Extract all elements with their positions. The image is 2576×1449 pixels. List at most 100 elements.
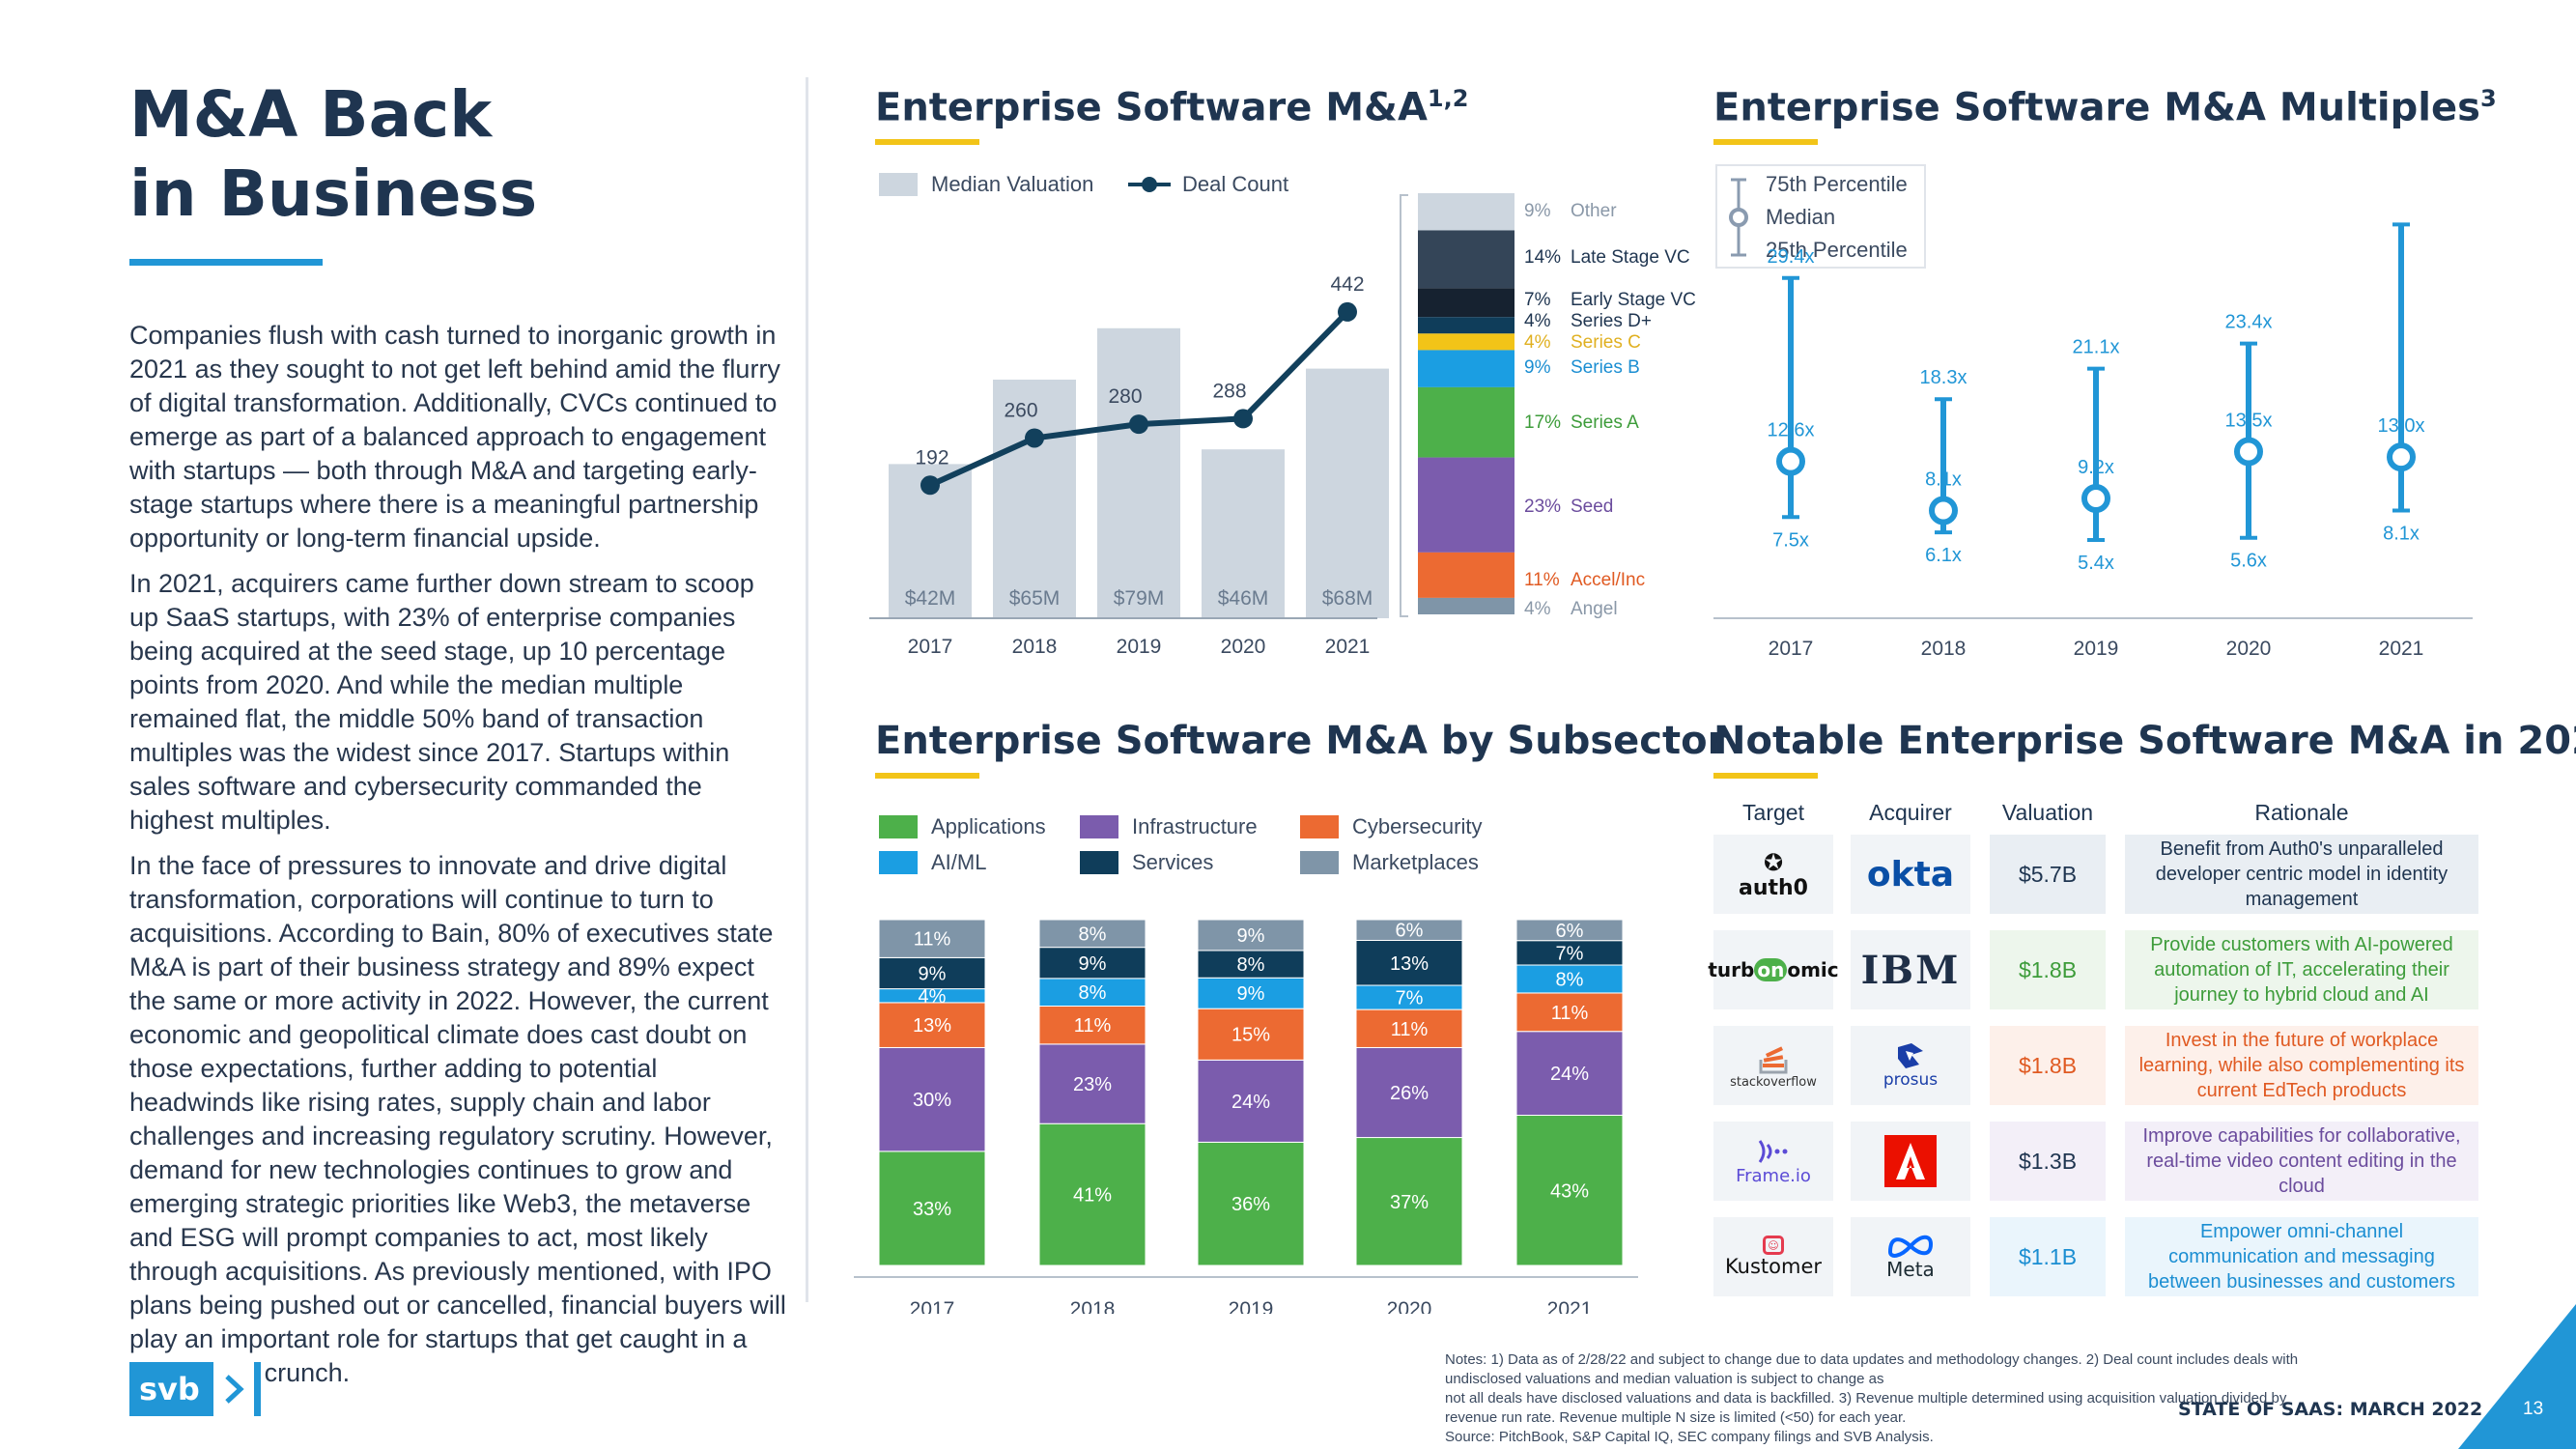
stage-name-label: Series C bbox=[1571, 332, 1641, 353]
stage-pct-label: 9% bbox=[1524, 357, 1551, 378]
footnote-line-3: Source: PitchBook, S&P Capital IQ, SEC c… bbox=[1445, 1429, 1934, 1445]
valuation-swatch bbox=[879, 173, 918, 196]
stage-pct-label: 4% bbox=[1524, 311, 1551, 331]
deal-count-point bbox=[920, 475, 940, 496]
x-tick-label: 2017 bbox=[910, 1298, 955, 1314]
acquirer-logo-prosus: prosus bbox=[1851, 1026, 1970, 1105]
x-tick-label: 2021 bbox=[2379, 638, 2424, 660]
subsector-segment bbox=[1515, 992, 1624, 1033]
percentile-range-icon bbox=[1729, 178, 1748, 257]
subsector-segment bbox=[1355, 939, 1463, 986]
subsector-segment bbox=[1038, 1122, 1146, 1266]
stage-segment bbox=[1418, 193, 1514, 231]
x-tick-label: 2018 bbox=[1012, 636, 1058, 658]
paragraph-1: Companies flush with cash turned to inor… bbox=[129, 321, 780, 553]
page-title: M&A Back in Business bbox=[129, 75, 748, 234]
median-marker bbox=[1776, 446, 1805, 476]
ma-legend-dealcount: Deal Count bbox=[1128, 172, 1288, 197]
stage-bracket bbox=[1400, 194, 1408, 617]
subsector-segment bbox=[878, 1046, 986, 1152]
ma-chart: $42M 2017 $65M 2018 $79M 2019 $46M 2020 $68M 2021… bbox=[869, 193, 1696, 658]
rationale-row-4: Improve capabilities for collaborative, … bbox=[2125, 1122, 2478, 1201]
subsector-pct-label: 9% bbox=[1237, 983, 1265, 1005]
subsector-segment bbox=[878, 919, 986, 958]
multiples-chart-title: Enterprise Software M&A Multiples3 bbox=[1713, 85, 2497, 130]
subsector-pct-label: 15% bbox=[1231, 1025, 1270, 1046]
median-label: 8.1x bbox=[1925, 469, 1962, 490]
subsector-pct-label: 13% bbox=[913, 1015, 951, 1037]
stage-pct-label: 4% bbox=[1524, 332, 1551, 353]
valuation-label: $79M bbox=[1114, 587, 1165, 610]
kustomer-icon: ☺ bbox=[1763, 1236, 1784, 1255]
subsector-segment bbox=[1355, 1009, 1463, 1048]
stage-segment bbox=[1418, 350, 1514, 387]
stage-pct-label: 9% bbox=[1524, 201, 1551, 221]
x-tick-label: 2019 bbox=[1117, 636, 1162, 658]
deal-count-label: 288 bbox=[1212, 380, 1246, 402]
subsector-pct-label: 8% bbox=[1556, 969, 1584, 990]
subsector-segment bbox=[1515, 940, 1624, 966]
legend-p75: 75th Percentile bbox=[1766, 172, 1908, 196]
target-logo-auth0: ✪ auth0 bbox=[1713, 835, 1833, 914]
acquirer-logo-ibm: IBM bbox=[1851, 930, 1970, 1009]
acquirer-logo-adobe bbox=[1851, 1122, 1970, 1201]
legend-marketplaces: Marketplaces bbox=[1300, 850, 1479, 875]
deal-count-label: 280 bbox=[1108, 385, 1142, 408]
x-tick-label: 2017 bbox=[1769, 638, 1814, 660]
x-tick-label: 2019 bbox=[1229, 1298, 1274, 1314]
p75-label: 23.4x bbox=[2225, 312, 2273, 333]
stage-name-label: Series A bbox=[1571, 412, 1639, 433]
legend-cybersecurity: Cybersecurity bbox=[1300, 814, 1482, 839]
subsector-pct-label: 7% bbox=[1396, 988, 1424, 1009]
valuation-label: $46M bbox=[1218, 587, 1269, 610]
subsector-segment bbox=[1038, 919, 1146, 949]
subsector-segment bbox=[1197, 1059, 1305, 1143]
frameio-icon bbox=[1758, 1139, 1788, 1163]
stage-pct-label: 23% bbox=[1524, 497, 1561, 517]
subsector-segment bbox=[1038, 1043, 1146, 1124]
col-header-valuation: Valuation bbox=[2001, 800, 2094, 825]
subsector-segment bbox=[1355, 984, 1463, 1010]
legend-p25: 25th Percentile bbox=[1766, 238, 1908, 262]
stage-segment bbox=[1418, 288, 1514, 318]
valuation-row-2: $1.8B bbox=[1990, 930, 2106, 1009]
subsector-segment bbox=[1038, 1006, 1146, 1045]
subsector-segment bbox=[878, 956, 986, 990]
subsector-segment bbox=[878, 1002, 986, 1048]
stage-name-label: Seed bbox=[1571, 497, 1613, 517]
deal-count-point bbox=[1025, 428, 1044, 448]
subsector-segment bbox=[1197, 950, 1305, 979]
stage-name-label: Series B bbox=[1571, 357, 1640, 378]
subsector-segment bbox=[1197, 977, 1305, 1009]
stage-segment bbox=[1418, 386, 1514, 458]
stage-segment bbox=[1418, 457, 1514, 553]
p75-label: 29.4x bbox=[1768, 246, 1815, 268]
chevron-right-icon bbox=[212, 1362, 254, 1416]
x-tick-label: 2020 bbox=[1387, 1298, 1432, 1314]
col-header-acquirer: Acquirer bbox=[1869, 800, 1952, 825]
body-text: Companies flush with cash turned to inor… bbox=[129, 319, 786, 1402]
subsector-pct-label: 30% bbox=[913, 1090, 951, 1111]
svb-logo: svb bbox=[129, 1362, 261, 1416]
median-marker bbox=[2081, 484, 2110, 514]
valuation-label: $42M bbox=[905, 587, 956, 610]
meta-icon bbox=[1888, 1235, 1934, 1258]
stage-segment bbox=[1418, 333, 1514, 351]
deal-count-label: 260 bbox=[1004, 399, 1037, 421]
subsector-segment bbox=[1515, 1031, 1624, 1117]
subsector-segment bbox=[1038, 947, 1146, 980]
x-tick-label: 2019 bbox=[2074, 638, 2119, 660]
multiples-chart: 29.4x 12.6x 7.5x 2017 18.3x 8.1x 6.1x 2018 21.1x… bbox=[1713, 213, 2473, 660]
median-label: 13.5x bbox=[2225, 410, 2273, 431]
subsector-segment bbox=[1515, 1115, 1624, 1266]
col-header-target: Target bbox=[1742, 800, 1804, 825]
subsector-segment bbox=[878, 1151, 986, 1266]
deal-count-point bbox=[1129, 414, 1148, 435]
footnotes: Notes: 1) Data as of 2/28/22 and subject… bbox=[1445, 1350, 2314, 1447]
target-logo-stackoverflow: stackoverflow bbox=[1713, 1026, 1833, 1105]
subsector-pct-label: 41% bbox=[1073, 1185, 1112, 1207]
x-tick-label: 2020 bbox=[2226, 638, 2272, 660]
rationale-row-1: Benefit from Auth0's unparalleled develo… bbox=[2125, 835, 2478, 914]
subsector-pct-label: 6% bbox=[1556, 921, 1584, 942]
median-label: 9.2x bbox=[2078, 457, 2114, 478]
